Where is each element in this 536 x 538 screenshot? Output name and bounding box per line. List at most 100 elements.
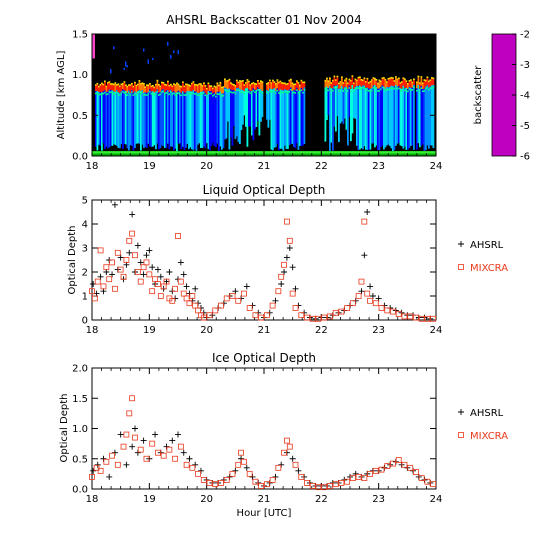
backscatter-streak	[101, 92, 103, 151]
backscatter-streak	[293, 89, 295, 147]
ahsrl-point	[243, 283, 250, 290]
cloud-base-cell	[209, 92, 211, 95]
cloud-base-cell	[296, 89, 298, 91]
cloud-base-cell	[278, 92, 280, 94]
cloud-layer-cell	[327, 82, 330, 88]
cloud-layer-cell	[137, 85, 139, 92]
cloud-top-cell	[327, 80, 330, 83]
cloud-top-cell	[342, 82, 345, 84]
cloud-layer-cell	[368, 83, 370, 89]
cloud-top-cell	[246, 79, 249, 81]
mixcra-point	[344, 305, 351, 311]
backscatter-streak	[158, 92, 160, 150]
mixcra-point	[332, 481, 339, 488]
cloud-layer-cell	[410, 80, 412, 88]
cloud-top-cell	[275, 83, 277, 85]
cloud-layer-cell	[168, 86, 171, 92]
cloud-top-cell	[279, 80, 282, 83]
cloud-layer-cell	[105, 87, 108, 93]
cloud-top-cell	[117, 83, 120, 86]
ice-points	[89, 395, 437, 491]
cloud-top-cell	[101, 82, 103, 85]
cloud-top-cell	[161, 81, 163, 84]
cloud-layer-cell	[218, 86, 220, 92]
cloud-layer-cell	[399, 83, 402, 89]
cloud-layer-cell	[408, 81, 411, 87]
ice-ylabel: Optical Depth	[59, 394, 70, 463]
mixcra-point	[177, 443, 184, 450]
cloud-base-cell	[179, 93, 181, 96]
cloud-layer-cell	[116, 85, 118, 90]
cloud-top-cell	[167, 80, 169, 83]
mixcra-point	[89, 473, 95, 480]
backscatter-streak	[287, 90, 289, 149]
cloud-top-cell	[257, 79, 259, 82]
cloud-layer-cell	[228, 80, 231, 89]
cloud-base-cell	[270, 90, 273, 93]
ahsrl-point	[126, 249, 133, 256]
cloud-layer-cell	[251, 84, 253, 91]
cloud-base-cell	[299, 92, 301, 94]
mixcra-point	[123, 431, 130, 438]
cloud-layer-cell	[344, 81, 346, 87]
cloud-layer-cell	[369, 82, 372, 89]
cloud-top-cell	[104, 80, 106, 83]
backscatter-streak	[258, 88, 261, 136]
cloud-layer-cell	[192, 82, 195, 91]
ice-xlabel: Hour [UTC]	[237, 508, 292, 519]
backscatter-streak	[221, 93, 223, 150]
backscatter-streak	[171, 91, 174, 147]
mixcra-point	[177, 278, 184, 285]
backscatter-streak	[248, 89, 250, 127]
cloud-top-cell	[356, 79, 358, 82]
cloud-layer-cell	[158, 85, 160, 93]
mixcra-point	[97, 467, 104, 474]
cloud-top-cell	[215, 86, 217, 88]
cloud-top-cell	[206, 87, 208, 90]
mixcra-point	[413, 314, 419, 321]
backscatter-streak	[174, 92, 177, 149]
cloud-top-cell	[281, 82, 283, 84]
colorbar-tick-label: -5	[520, 121, 530, 132]
cloud-top-cell	[339, 81, 342, 83]
cloud-top-cell	[291, 82, 294, 85]
cloud-base-cell	[215, 95, 217, 98]
backscatter-streak	[215, 94, 217, 148]
backscatter-streak	[399, 88, 402, 146]
backscatter-streak	[149, 89, 151, 147]
mixcra-point	[126, 410, 133, 417]
mixcra-point	[275, 464, 282, 471]
cloud-layer-cell	[341, 78, 343, 86]
cloud-layer-cell	[126, 87, 129, 93]
cloud-top-cell	[242, 80, 244, 82]
cloud-layer-cell	[125, 86, 127, 91]
backscatter-streak	[303, 87, 306, 144]
cloud-top-cell	[302, 81, 304, 84]
cloud-base-cell	[213, 93, 216, 96]
backscatter-streak	[381, 85, 384, 146]
backscatter-streak	[378, 88, 381, 151]
cloud-layer-cell	[423, 80, 426, 89]
cloud-base-cell	[198, 94, 201, 96]
cloud-layer-cell	[359, 78, 361, 86]
backscatter-streak	[377, 88, 379, 151]
cloud-layer-cell	[387, 79, 390, 88]
mixcra-point	[106, 276, 113, 283]
cloud-top-cell	[296, 80, 298, 82]
cloud-layer-cell	[167, 82, 169, 90]
cloud-top-cell	[399, 82, 402, 84]
backscatter-streak	[251, 90, 253, 136]
mixcra-point	[344, 478, 351, 485]
cloud-base-cell	[189, 92, 192, 95]
mixcra-point	[143, 455, 150, 462]
cloud-layer-cell	[252, 83, 255, 89]
mixcra-point	[103, 264, 110, 271]
mixcra-point	[378, 305, 385, 311]
mixcra-point	[395, 311, 402, 317]
cloud-top-cell	[284, 82, 286, 85]
cloud-base-cell	[389, 88, 391, 91]
ahsrl-point	[175, 431, 181, 438]
backscatter-streak	[275, 90, 277, 148]
cloud-base-cell	[327, 89, 330, 92]
cloud-top-cell	[222, 86, 225, 88]
